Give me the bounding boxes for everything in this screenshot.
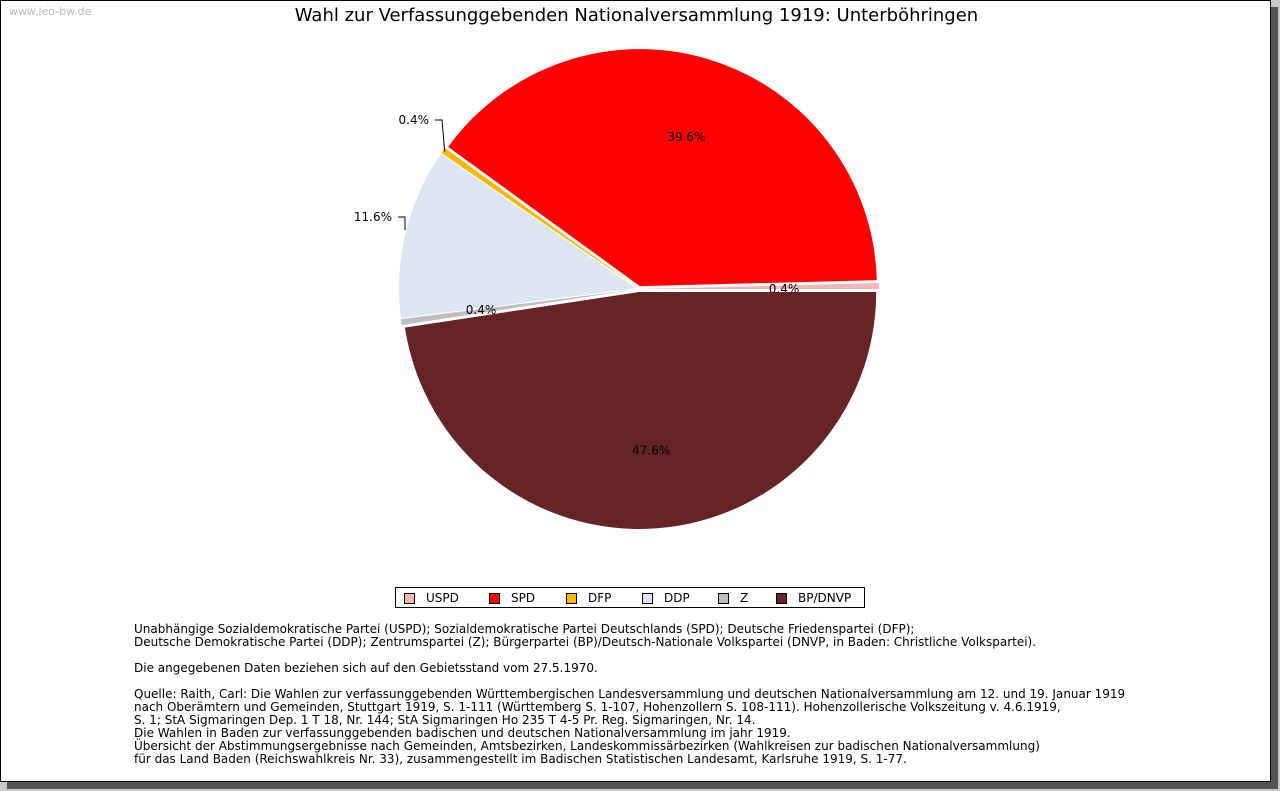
pie-label-spd: 39.6% <box>667 130 705 144</box>
pie-leader-line <box>435 119 446 152</box>
pie-chart: 0.4%39.6%0.4%11.6%0.4%47.6% <box>354 49 879 529</box>
legend-label: DDP <box>664 591 690 605</box>
legend-label: SPD <box>511 591 536 605</box>
pie-label-bp-dnvp: 47.6% <box>632 443 670 457</box>
legend-swatch <box>776 593 787 604</box>
legend-label: USPD <box>426 591 459 605</box>
note-line: nach Oberämtern und Gemeinden, Stuttgart… <box>134 700 1061 714</box>
legend-swatch <box>404 593 415 604</box>
legend-swatch <box>718 593 729 604</box>
pie-label-dfp: 0.4% <box>399 113 430 127</box>
pie-slice-spd <box>448 49 877 287</box>
legend-label: Z <box>740 591 749 605</box>
pie-label-ddp: 11.6% <box>354 210 392 224</box>
chart-title: Wahl zur Verfassunggebenden Nationalvers… <box>294 5 979 26</box>
note-line: Übersicht der Abstimmungsergebnisse nach… <box>134 739 1040 753</box>
note-line: S. 1; StA Sigmaringen Dep. 1 T 18, Nr. 1… <box>134 713 756 727</box>
note-line: Unabhängige Sozialdemokratische Partei (… <box>134 622 915 636</box>
legend-label: BP/DNVP <box>798 591 852 605</box>
legend-swatch <box>489 593 500 604</box>
pie-leader-line <box>398 216 406 230</box>
frame-shadow-right <box>1271 7 1278 789</box>
watermark: www.leo-bw.de <box>9 5 92 18</box>
frame-shadow-bottom <box>7 782 1278 789</box>
legend-swatch <box>642 593 653 604</box>
pie-slice-uspd <box>642 283 879 289</box>
note-line: Quelle: Raith, Carl: Die Wahlen zur verf… <box>134 687 1126 701</box>
pie-label-z: 0.4% <box>466 303 497 317</box>
pie-slice-ddp <box>399 153 637 318</box>
pie-slice-dfp <box>441 147 637 288</box>
pie-slice-z <box>400 289 637 326</box>
pie-slice-bp-dnvp <box>404 291 877 529</box>
note-line: Die angegebenen Daten beziehen sich auf … <box>134 661 598 675</box>
legend: USPD SPD DFP DDP Z BP/DNVP <box>395 587 865 608</box>
note-line: für das Land Baden (Reichswahlkreis Nr. … <box>134 752 907 766</box>
note-line: Deutsche Demokratische Partei (DDP); Zen… <box>134 635 1037 649</box>
note-line: Die Wahlen in Baden zur verfassunggebend… <box>134 726 791 740</box>
legend-swatch <box>566 593 577 604</box>
legend-label: DFP <box>588 591 612 605</box>
notes: Unabhängige Sozialdemokratische Partei (… <box>134 623 1125 766</box>
